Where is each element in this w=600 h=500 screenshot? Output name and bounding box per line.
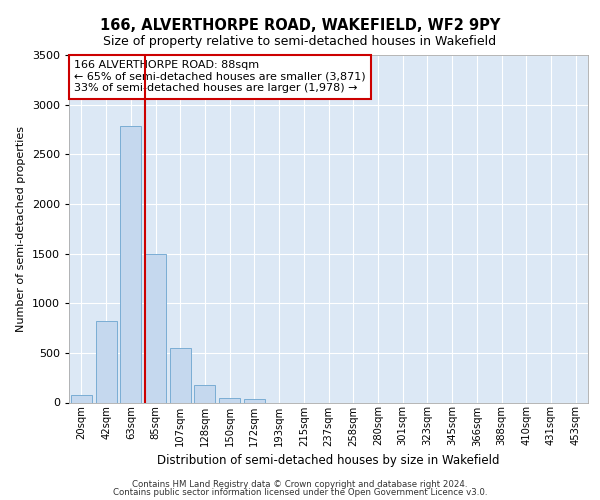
Bar — [120, 126, 141, 402]
X-axis label: Distribution of semi-detached houses by size in Wakefield: Distribution of semi-detached houses by … — [157, 454, 500, 467]
Bar — [95, 321, 116, 402]
Bar — [170, 348, 191, 403]
Text: Contains HM Land Registry data © Crown copyright and database right 2024.: Contains HM Land Registry data © Crown c… — [132, 480, 468, 489]
Text: Size of property relative to semi-detached houses in Wakefield: Size of property relative to semi-detach… — [103, 35, 497, 48]
Bar — [71, 395, 92, 402]
Bar — [219, 398, 240, 402]
Y-axis label: Number of semi-detached properties: Number of semi-detached properties — [16, 126, 26, 332]
Bar — [145, 254, 166, 402]
Text: 166 ALVERTHORPE ROAD: 88sqm
← 65% of semi-detached houses are smaller (3,871)
33: 166 ALVERTHORPE ROAD: 88sqm ← 65% of sem… — [74, 60, 366, 94]
Bar — [194, 385, 215, 402]
Bar — [244, 399, 265, 402]
Text: 166, ALVERTHORPE ROAD, WAKEFIELD, WF2 9PY: 166, ALVERTHORPE ROAD, WAKEFIELD, WF2 9P… — [100, 18, 500, 32]
Text: Contains public sector information licensed under the Open Government Licence v3: Contains public sector information licen… — [113, 488, 487, 497]
